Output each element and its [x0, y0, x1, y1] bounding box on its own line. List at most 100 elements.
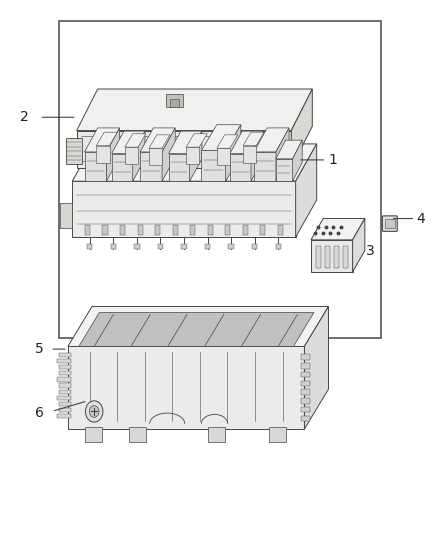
Polygon shape [149, 135, 170, 148]
Polygon shape [149, 148, 162, 165]
Bar [316, 246, 321, 268]
Bar [158, 244, 163, 249]
Bar [208, 225, 213, 235]
Bar [59, 21, 381, 338]
Polygon shape [112, 154, 133, 181]
Polygon shape [140, 128, 175, 152]
Polygon shape [276, 128, 289, 181]
Bar [252, 244, 257, 249]
Bar [155, 225, 160, 235]
Bar [301, 390, 310, 395]
Bar [243, 225, 248, 235]
Polygon shape [68, 306, 328, 346]
Polygon shape [112, 131, 145, 154]
Polygon shape [304, 306, 328, 429]
Polygon shape [311, 219, 365, 240]
Bar [276, 244, 281, 249]
Bar [57, 377, 71, 382]
Polygon shape [276, 140, 302, 159]
Bar [57, 359, 71, 364]
Bar [59, 371, 71, 375]
Bar [85, 427, 102, 442]
Text: 5: 5 [35, 342, 44, 356]
Polygon shape [77, 89, 312, 131]
Polygon shape [125, 147, 138, 164]
Polygon shape [276, 159, 293, 181]
Polygon shape [169, 131, 202, 154]
Polygon shape [96, 146, 110, 163]
Text: 3: 3 [366, 244, 374, 257]
Bar [134, 244, 139, 249]
Bar [325, 246, 330, 268]
Polygon shape [60, 203, 72, 228]
Bar [173, 225, 178, 235]
Bar [181, 244, 187, 249]
Bar [111, 244, 116, 249]
Bar [267, 163, 293, 172]
Text: 1: 1 [328, 153, 337, 167]
Polygon shape [79, 312, 314, 346]
Bar [301, 363, 310, 368]
Bar [260, 225, 265, 235]
Polygon shape [72, 144, 317, 181]
Bar [208, 427, 225, 442]
Bar [85, 225, 90, 235]
Bar [102, 225, 108, 235]
Polygon shape [293, 140, 302, 181]
Text: 6: 6 [35, 406, 44, 420]
Bar [301, 354, 310, 360]
Polygon shape [106, 128, 120, 181]
Bar [166, 94, 183, 107]
Polygon shape [186, 147, 199, 164]
Polygon shape [226, 125, 241, 181]
Polygon shape [291, 89, 312, 168]
Polygon shape [251, 131, 263, 181]
Bar [334, 246, 339, 268]
Bar [59, 365, 71, 369]
Bar [59, 402, 71, 406]
Polygon shape [254, 128, 289, 152]
Bar [267, 153, 293, 163]
Bar [120, 225, 125, 235]
Polygon shape [77, 131, 291, 168]
Polygon shape [162, 128, 175, 181]
Polygon shape [68, 346, 304, 429]
Polygon shape [201, 150, 226, 181]
Polygon shape [230, 131, 263, 154]
Bar [138, 225, 143, 235]
Bar [385, 219, 395, 228]
Circle shape [89, 406, 99, 417]
FancyBboxPatch shape [382, 216, 397, 231]
Bar [66, 138, 82, 164]
Bar [59, 353, 71, 357]
Polygon shape [140, 152, 162, 181]
Bar [87, 244, 92, 249]
Circle shape [85, 401, 103, 422]
Polygon shape [169, 154, 190, 181]
Bar [190, 225, 195, 235]
Bar [57, 414, 71, 418]
Polygon shape [311, 240, 353, 272]
Bar [129, 427, 146, 442]
Polygon shape [96, 132, 117, 146]
Polygon shape [230, 154, 251, 181]
Text: 4: 4 [416, 212, 425, 225]
Polygon shape [85, 128, 120, 152]
Bar [301, 381, 310, 386]
Polygon shape [217, 148, 230, 165]
Bar [278, 225, 283, 235]
Bar [59, 408, 71, 413]
Polygon shape [201, 125, 241, 150]
Polygon shape [186, 134, 207, 147]
Polygon shape [243, 146, 256, 163]
Bar [269, 427, 286, 442]
Polygon shape [296, 144, 317, 237]
Text: 2: 2 [20, 110, 28, 124]
Bar [59, 384, 71, 388]
Bar [170, 99, 179, 107]
Bar [59, 390, 71, 394]
Polygon shape [190, 131, 202, 181]
Polygon shape [353, 219, 365, 272]
Bar [225, 225, 230, 235]
Bar [301, 416, 310, 421]
